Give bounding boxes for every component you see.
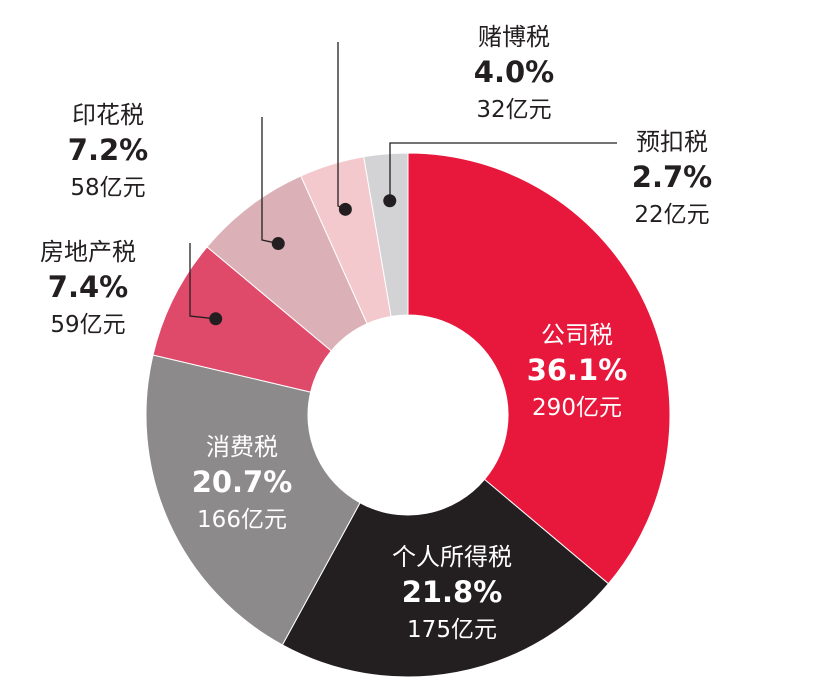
slice-3-percent-label: 20.7% (192, 465, 293, 499)
slice-6-amount-label: 32亿元 (476, 97, 551, 123)
slice-4-name-label: 房地产税 (40, 238, 136, 266)
slice-4-leader-line (189, 243, 216, 320)
chart-callouts (189, 42, 617, 326)
slice-3-wedge (145, 354, 361, 646)
slice-5-leader-dot (271, 237, 285, 251)
slice-1-name-label: 公司税 (541, 321, 613, 349)
slice-3-name-label: 消费税 (206, 433, 278, 461)
slice-2-amount-label: 175亿元 (407, 617, 497, 643)
slice-6-leader-dot (338, 202, 352, 216)
slice-7-amount-label: 22亿元 (634, 202, 709, 228)
slice-5-percent-label: 7.2% (68, 133, 148, 167)
slice-5-name-label: 印花税 (72, 101, 144, 129)
slice-7-percent-label: 2.7% (632, 160, 712, 194)
slice-6-name-label: 赌博税 (478, 23, 550, 51)
slice-1-percent-label: 36.1% (527, 353, 628, 387)
slice-4-percent-label: 7.4% (48, 270, 128, 304)
chart-slices (145, 152, 671, 678)
slice-4-leader-dot (209, 312, 223, 326)
slice-2-name-label: 个人所得税 (392, 543, 512, 571)
slice-5-amount-label: 58亿元 (70, 175, 145, 201)
slice-6-percent-label: 4.0% (474, 55, 554, 89)
slice-2-percent-label: 21.8% (402, 575, 503, 609)
slice-7-name-label: 预扣税 (636, 128, 708, 156)
donut-hole (308, 315, 508, 515)
slice-3-amount-label: 166亿元 (197, 507, 287, 533)
slice-1-amount-label: 290亿元 (532, 395, 622, 421)
slice-4-amount-label: 59亿元 (50, 312, 125, 338)
slice-7-leader-dot (383, 194, 397, 208)
